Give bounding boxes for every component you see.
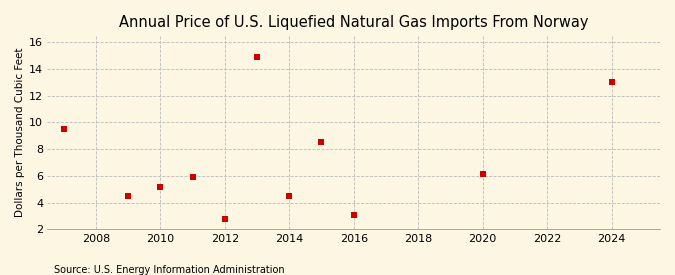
Text: Source: U.S. Energy Information Administration: Source: U.S. Energy Information Administ… [54, 265, 285, 275]
Point [252, 54, 263, 59]
Point [316, 140, 327, 145]
Point [58, 127, 69, 131]
Point [284, 194, 295, 198]
Point [187, 175, 198, 179]
Point [348, 212, 359, 217]
Point [155, 184, 165, 189]
Point [606, 80, 617, 84]
Point [219, 216, 230, 221]
Y-axis label: Dollars per Thousand Cubic Feet: Dollars per Thousand Cubic Feet [15, 48, 25, 217]
Title: Annual Price of U.S. Liquefied Natural Gas Imports From Norway: Annual Price of U.S. Liquefied Natural G… [119, 15, 589, 30]
Point [123, 194, 134, 198]
Point [477, 172, 488, 177]
